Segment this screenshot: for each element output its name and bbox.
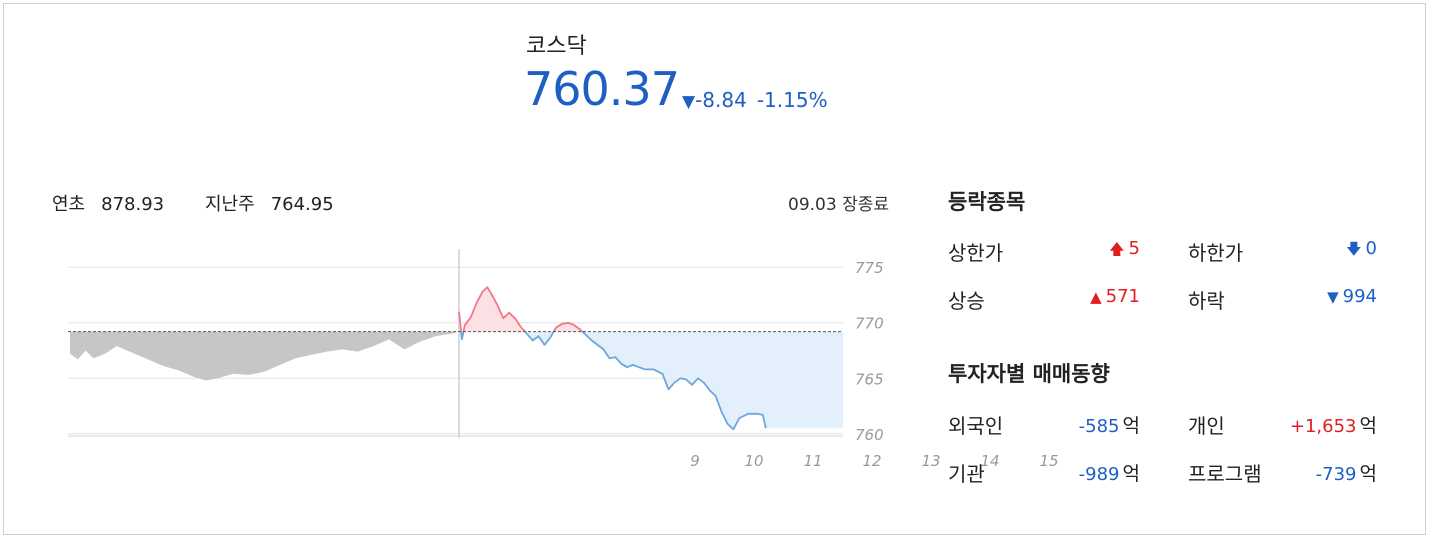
index-name: 코스닥 [526, 34, 587, 59]
program-value: -739 억 [1316, 459, 1377, 486]
x-tick-label: 9 [690, 452, 700, 470]
up-series-line [462, 286, 526, 333]
previous-day-area [70, 331, 459, 381]
y-tick-label: 760 [855, 426, 884, 444]
investors-title: 투자자별 매매동향 [948, 362, 1110, 386]
down-series-line [460, 331, 465, 341]
individual-label: 개인 [1188, 414, 1225, 438]
x-tick-label: 12 [862, 452, 881, 470]
advance-value: ▲ 571 [1090, 286, 1140, 307]
unit-label: 억 [1359, 415, 1377, 437]
change-percent: -1.15% [756, 88, 828, 112]
advance-label: 상승 [948, 289, 985, 313]
up-series-line [552, 321, 583, 333]
individual-value: +1,653 억 [1290, 411, 1377, 438]
up-area [463, 287, 525, 332]
decline-count: 994 [1342, 286, 1377, 307]
unit-label: 억 [1122, 463, 1140, 485]
ytd-stat: 연초 878.93 [52, 190, 164, 216]
up-triangle-icon: ▲ [1090, 288, 1102, 306]
y-tick-label: 770 [855, 315, 884, 333]
advance-count: 571 [1105, 286, 1140, 307]
ytd-value: 878.93 [101, 194, 165, 215]
advance-decline-title: 등락종목 [948, 190, 1026, 214]
foreign-amount: -585 [1078, 416, 1120, 437]
limit-up-count: 5 [1128, 238, 1140, 259]
x-tick-label: 10 [744, 452, 763, 470]
down-series-line [524, 330, 555, 346]
decline-value: ▼ 994 [1327, 286, 1377, 307]
limit-down-arrow-icon: 🡇 [1346, 240, 1362, 258]
foreign-value: -585 억 [1079, 411, 1140, 438]
market-status: 09.03 장종료 [788, 195, 889, 215]
program-amount: -739 [1315, 464, 1357, 485]
up-series-line [458, 311, 462, 332]
institution-value: -989 억 [1079, 459, 1140, 486]
lastweek-stat: 지난주 764.95 [205, 190, 334, 216]
lastweek-value: 764.95 [270, 194, 334, 215]
program-label: 프로그램 [1188, 462, 1262, 486]
individual-amount: +1,653 [1289, 416, 1357, 437]
limit-down-value: 🡇 0 [1346, 238, 1377, 264]
limit-up-label: 상한가 [948, 241, 1004, 265]
ytd-label: 연초 [52, 194, 86, 215]
lastweek-label: 지난주 [205, 194, 255, 215]
down-area-tail [765, 331, 843, 429]
foreign-label: 외국인 [948, 414, 1004, 438]
down-triangle-icon: ▼ [1327, 288, 1339, 306]
y-tick-label: 765 [855, 370, 884, 388]
unit-label: 억 [1122, 415, 1140, 437]
index-change: ▼-8.84 -1.15% [682, 88, 828, 112]
change-value: -8.84 [695, 88, 747, 112]
x-tick-label: 13 [921, 452, 940, 470]
limit-down-label: 하한가 [1188, 241, 1244, 265]
card-frame [3, 3, 1426, 535]
y-tick-label: 775 [855, 259, 884, 277]
institution-amount: -989 [1078, 464, 1120, 485]
decline-label: 하락 [1188, 289, 1225, 313]
limit-down-count: 0 [1365, 238, 1377, 259]
unit-label: 억 [1359, 463, 1377, 485]
x-tick-label: 14 [980, 452, 999, 470]
limit-up-value: 🡅 5 [1109, 238, 1140, 264]
down-series-line [581, 330, 767, 431]
limit-up-arrow-icon: 🡅 [1109, 240, 1125, 258]
x-tick-label: 15 [1039, 452, 1058, 470]
down-area [582, 331, 766, 430]
index-value: 760.37 [524, 62, 680, 116]
institution-label: 기관 [948, 462, 985, 486]
x-tick-label: 11 [803, 452, 822, 470]
down-triangle-icon: ▼ [682, 92, 696, 112]
